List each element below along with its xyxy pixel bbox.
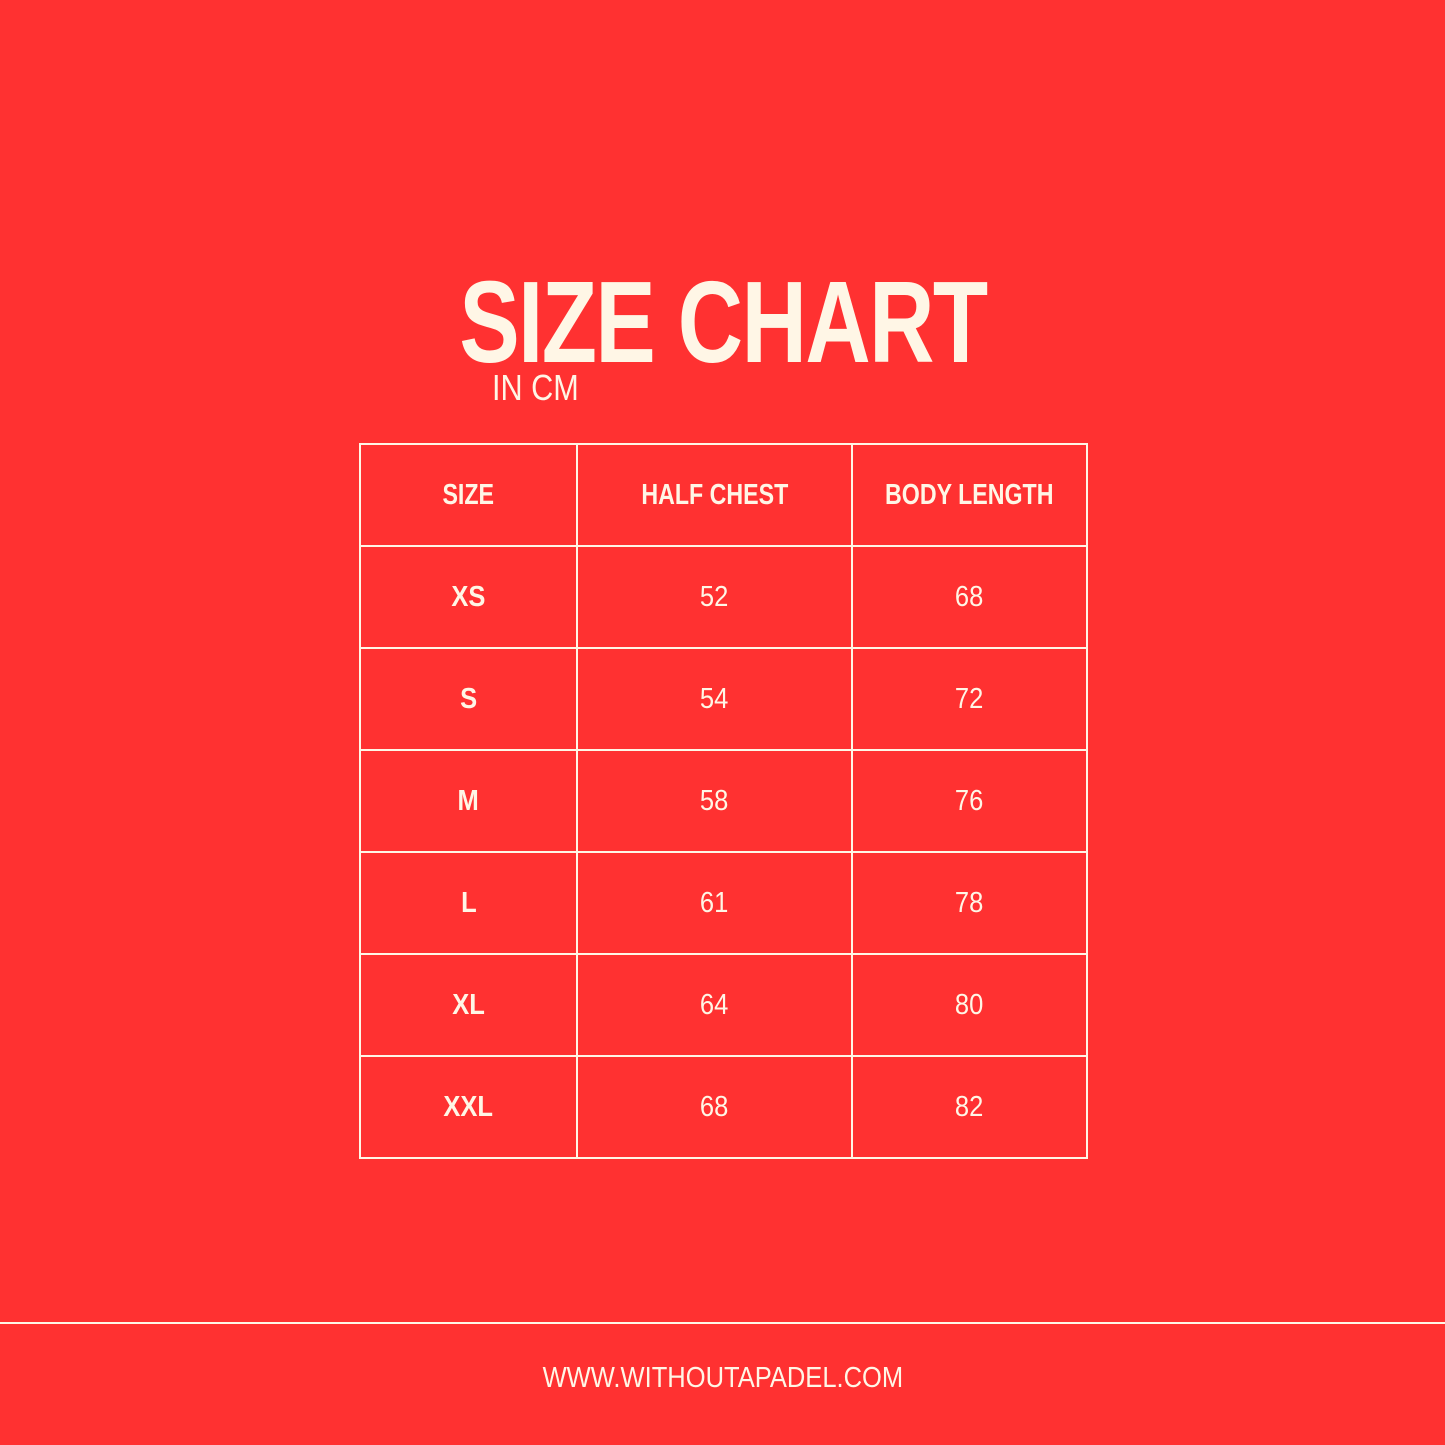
cell-value: 80 <box>955 988 984 1021</box>
cell-value: XL <box>452 988 485 1021</box>
size-cell: XL <box>359 953 578 1057</box>
website-url: WWW.WITHOUTAPADEL.COM <box>0 1362 1445 1395</box>
size-cell: S <box>359 647 578 751</box>
footer-divider <box>0 1322 1445 1324</box>
body-length-cell: 72 <box>851 647 1088 751</box>
cell-value: 52 <box>700 580 729 613</box>
cell-value: 54 <box>700 682 729 715</box>
cell-value: 68 <box>955 580 984 613</box>
header-body-length: BODY LENGTH <box>851 443 1088 547</box>
cell-value: S <box>459 682 478 715</box>
cell-value: 72 <box>955 682 984 715</box>
half-chest-cell: 68 <box>576 1055 853 1159</box>
cell-value: 61 <box>700 886 729 919</box>
half-chest-cell: 58 <box>576 749 853 853</box>
size-table: SIZE HALF CHEST BODY LENGTH XS 52 68 S 54 72 M… <box>359 443 1088 1159</box>
table-row: XL 64 80 <box>359 953 1088 1057</box>
body-length-cell: 76 <box>851 749 1088 853</box>
body-length-cell: 78 <box>851 851 1088 955</box>
header-label: SIZE <box>442 478 495 511</box>
header-label: BODY LENGTH <box>885 478 1054 511</box>
body-length-cell: 82 <box>851 1055 1088 1159</box>
title-text: SIZE CHART <box>458 257 988 387</box>
cell-value: 64 <box>700 988 729 1021</box>
cell-value: 76 <box>955 784 984 817</box>
table-header-row: SIZE HALF CHEST BODY LENGTH <box>359 443 1088 547</box>
unit-subtitle: IN CM <box>492 368 594 408</box>
size-cell: M <box>359 749 578 853</box>
cell-value: XXL <box>443 1090 494 1123</box>
table-row: XS 52 68 <box>359 545 1088 649</box>
half-chest-cell: 52 <box>576 545 853 649</box>
size-cell: XS <box>359 545 578 649</box>
table-row: S 54 72 <box>359 647 1088 751</box>
size-cell: XXL <box>359 1055 578 1159</box>
cell-value: 68 <box>700 1090 729 1123</box>
table-row: L 61 78 <box>359 851 1088 955</box>
half-chest-cell: 54 <box>576 647 853 751</box>
cell-value: XS <box>451 580 486 613</box>
website-text: WWW.WITHOUTAPADEL.COM <box>542 1362 903 1394</box>
cell-value: 58 <box>700 784 729 817</box>
size-cell: L <box>359 851 578 955</box>
header-size: SIZE <box>359 443 578 547</box>
body-length-cell: 80 <box>851 953 1088 1057</box>
header-half-chest: HALF CHEST <box>576 443 853 547</box>
page-title: SIZE CHART <box>0 262 1445 382</box>
cell-value: M <box>457 784 480 817</box>
half-chest-cell: 64 <box>576 953 853 1057</box>
header-label: HALF CHEST <box>641 478 788 511</box>
subtitle-text: IN CM <box>492 367 579 408</box>
table-row: XXL 68 82 <box>359 1055 1088 1159</box>
cell-value: 78 <box>955 886 984 919</box>
cell-value: L <box>460 886 477 919</box>
body-length-cell: 68 <box>851 545 1088 649</box>
table-row: M 58 76 <box>359 749 1088 853</box>
cell-value: 82 <box>955 1090 984 1123</box>
half-chest-cell: 61 <box>576 851 853 955</box>
